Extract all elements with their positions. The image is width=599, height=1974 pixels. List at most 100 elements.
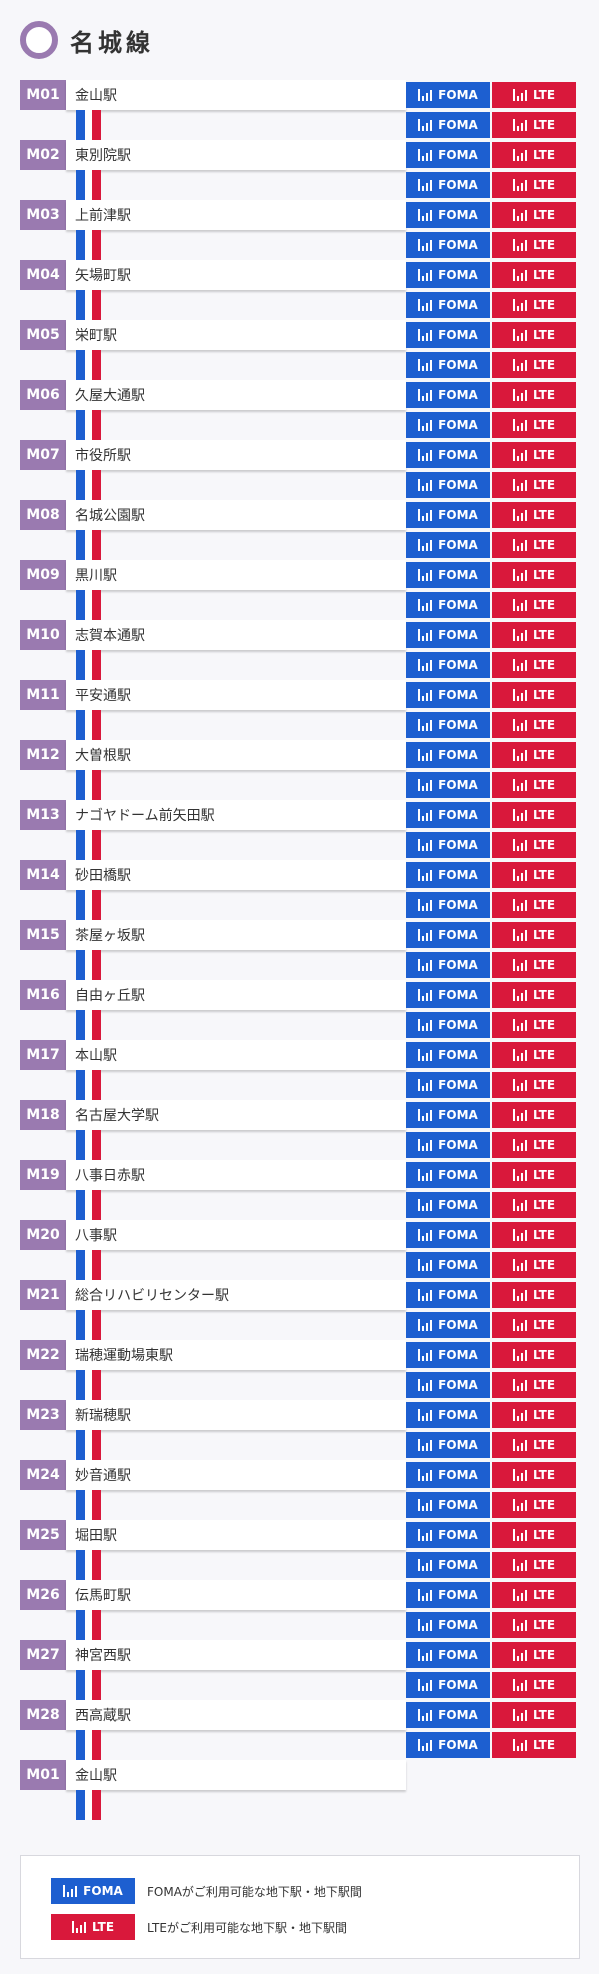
lte-badge-label: LTE [532, 1498, 556, 1512]
foma-badge-label: FOMA [438, 1708, 478, 1722]
station-name: 久屋大通駅 [66, 380, 406, 410]
lte-badge-label: LTE [532, 868, 556, 882]
lte-badge-label: LTE [532, 1528, 556, 1542]
foma-badge: FOMA [406, 652, 490, 678]
track-segment [76, 1670, 101, 1700]
station-code: M02 [20, 140, 66, 170]
foma-badge: FOMA [406, 712, 490, 738]
signal-antenna-icon [418, 1559, 433, 1571]
signal-antenna-icon [512, 239, 527, 251]
signal-antenna-icon [512, 1439, 527, 1451]
lte-badge: LTE [492, 1312, 576, 1338]
lte-badge: LTE [492, 832, 576, 858]
station-name: 名古屋大学駅 [66, 1100, 406, 1130]
track-segment [76, 350, 101, 380]
foma-badge-label: FOMA [438, 478, 478, 492]
signal-antenna-icon [512, 119, 527, 131]
track-segment [76, 410, 101, 440]
station-row: M28 西高蔵駅 [20, 1700, 406, 1730]
signal-antenna-icon [512, 1739, 527, 1751]
foma-badge: FOMA [406, 1342, 490, 1368]
station-name: 堀田駅 [66, 1520, 406, 1550]
lte-badge-label: LTE [532, 1078, 556, 1092]
lte-badge-label: LTE [532, 418, 556, 432]
lte-badge-label: LTE [532, 88, 556, 102]
station-code: M01 [20, 80, 66, 110]
signal-antenna-icon [512, 149, 527, 161]
lte-badge: LTE [492, 1012, 576, 1038]
station-name: ナゴヤドーム前矢田駅 [66, 800, 406, 830]
signal-antenna-icon [512, 1469, 527, 1481]
foma-badge-label: FOMA [438, 268, 478, 282]
signal-antenna-icon [418, 959, 433, 971]
signal-antenna-icon [512, 1169, 527, 1181]
lte-badge: LTE [492, 1582, 576, 1608]
signal-antenna-icon [418, 629, 433, 641]
station-row: M05 栄町駅 [20, 320, 406, 350]
foma-badge: FOMA [406, 1282, 490, 1308]
track-segment [76, 1430, 101, 1460]
station-code: M11 [20, 680, 66, 710]
signal-antenna-icon [63, 1885, 78, 1897]
lte-badge: LTE [492, 1552, 576, 1578]
signal-antenna-icon [418, 1589, 433, 1601]
foma-badge-label: FOMA [438, 1318, 478, 1332]
signal-antenna-icon [512, 1229, 527, 1241]
foma-badge-label: FOMA [438, 178, 478, 192]
foma-badge-label: FOMA [438, 688, 478, 702]
foma-badge-label: FOMA [438, 148, 478, 162]
station-code: M18 [20, 1100, 66, 1130]
signal-antenna-icon [512, 1349, 527, 1361]
signal-antenna-icon [512, 419, 527, 431]
station-name: 伝馬町駅 [66, 1580, 406, 1610]
foma-badge: FOMA [406, 832, 490, 858]
foma-badge: FOMA [406, 202, 490, 228]
lte-badge-label: LTE [532, 688, 556, 702]
signal-antenna-icon [418, 749, 433, 761]
lte-badge: LTE [492, 1072, 576, 1098]
signal-antenna-icon [418, 869, 433, 881]
lte-badge-label: LTE [532, 988, 556, 1002]
lte-badge-label: LTE [532, 268, 556, 282]
track-segment [76, 470, 101, 500]
foma-badge-label: FOMA [438, 868, 478, 882]
station-code: M13 [20, 800, 66, 830]
lte-badge: LTE [492, 952, 576, 978]
lte-badge: LTE [492, 592, 576, 618]
lte-badge: LTE [492, 772, 576, 798]
signal-antenna-icon [418, 1439, 433, 1451]
lte-badge: LTE [492, 502, 576, 528]
signal-antenna-icon [512, 899, 527, 911]
lte-badge-label: LTE [532, 1198, 556, 1212]
legend-foma-row: FOMA FOMAがご利用可能な地下駅・地下駅間 [51, 1878, 362, 1904]
signal-antenna-icon [418, 269, 433, 281]
lte-badge-label: LTE [532, 718, 556, 732]
station-name: 市役所駅 [66, 440, 406, 470]
lte-badge-label: LTE [532, 388, 556, 402]
foma-badge: FOMA [406, 1522, 490, 1548]
lte-badge: LTE [492, 892, 576, 918]
foma-badge: FOMA [406, 1432, 490, 1458]
station-code: M21 [20, 1280, 66, 1310]
foma-badge-label: FOMA [438, 1468, 478, 1482]
signal-antenna-icon [512, 569, 527, 581]
station-row: M16 自由ヶ丘駅 [20, 980, 406, 1010]
foma-badge-label: FOMA [438, 1288, 478, 1302]
lte-badge: LTE [492, 442, 576, 468]
track-segment [76, 230, 101, 260]
track-segment [76, 170, 101, 200]
legend-lte-text: LTEがご利用可能な地下駅・地下駅間 [147, 1920, 347, 1935]
foma-badge: FOMA [406, 742, 490, 768]
signal-antenna-icon [512, 719, 527, 731]
signal-antenna-icon [418, 1289, 433, 1301]
foma-badge: FOMA [406, 1222, 490, 1248]
signal-antenna-icon [418, 479, 433, 491]
station-row: M22 瑞穂運動場東駅 [20, 1340, 406, 1370]
signal-antenna-icon [512, 779, 527, 791]
legend-lte-label: LTE [91, 1920, 115, 1934]
foma-badge-label: FOMA [438, 358, 478, 372]
lte-badge: LTE [492, 1132, 576, 1158]
signal-antenna-icon [418, 1409, 433, 1421]
signal-antenna-icon [418, 899, 433, 911]
signal-antenna-icon [512, 809, 527, 821]
